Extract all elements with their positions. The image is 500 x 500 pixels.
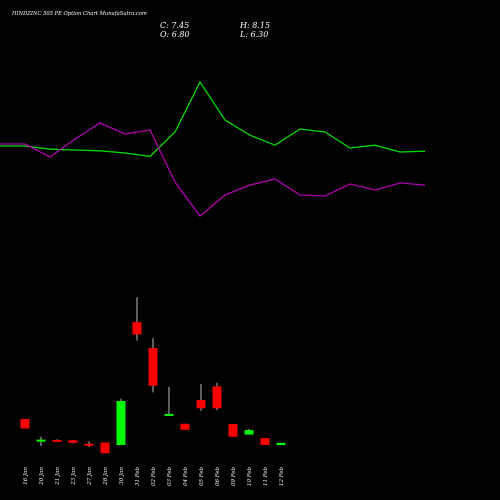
candle-body: [68, 440, 78, 443]
low-label: L: 6.30: [239, 30, 268, 39]
x-tick-label: 03 Feb: [167, 467, 173, 487]
x-tick-label: 02 Feb: [151, 467, 157, 487]
candle-body: [180, 423, 190, 430]
candle-body: [244, 430, 254, 435]
candle-body: [148, 348, 158, 386]
x-axis-ticks: 16 Jan 20 Jan 21 Jan 23 Jan 27 Jan 28 Jan 30 J…: [23, 467, 285, 487]
x-tick-label: 21 Jan: [55, 467, 61, 486]
x-tick-label: 12 Feb: [279, 467, 285, 487]
candle-body: [100, 442, 110, 454]
candle-body: [116, 400, 126, 445]
candle-body: [84, 443, 94, 446]
candle-body: [20, 419, 30, 429]
x-tick-label: 30 Jan: [119, 467, 125, 485]
candle-body: [52, 439, 62, 442]
x-tick-label: 10 Feb: [247, 467, 253, 487]
x-tick-label: 23 Jan: [71, 467, 77, 486]
open-label: O: 6.80: [160, 30, 190, 39]
candle-body: [196, 400, 206, 409]
candle-body: [260, 438, 270, 445]
candle-body: [36, 439, 46, 442]
x-tick-label: 05 Feb: [199, 467, 205, 487]
x-tick-label: 20 Jan: [39, 467, 45, 486]
x-tick-label: 06 Feb: [215, 467, 221, 487]
x-tick-label: 11 Feb: [263, 467, 269, 487]
x-tick-label: 31 Feb: [135, 467, 141, 487]
candle-body: [132, 322, 142, 335]
x-tick-label: 04 Feb: [183, 467, 189, 487]
indicator-lines: [0, 80, 426, 217]
candle-body: [212, 386, 222, 409]
x-tick-label: 09 Feb: [231, 467, 237, 487]
x-tick-label: 27 Jan: [87, 467, 93, 486]
chart-title: HINDZINC 505 PE Option Chart MunafaSutra…: [11, 11, 147, 17]
close-label: C: 7.45: [160, 21, 189, 30]
candle-body: [276, 442, 286, 445]
x-tick-label: 16 Jan: [23, 467, 29, 485]
high-label: H: 8.15: [239, 21, 270, 30]
x-tick-label: 28 Jan: [103, 467, 109, 486]
line-series-magenta: [0, 122, 426, 217]
candle-body: [228, 424, 238, 437]
candles: [20, 297, 286, 454]
line-series-green: [0, 80, 426, 158]
candle-body: [164, 413, 174, 416]
